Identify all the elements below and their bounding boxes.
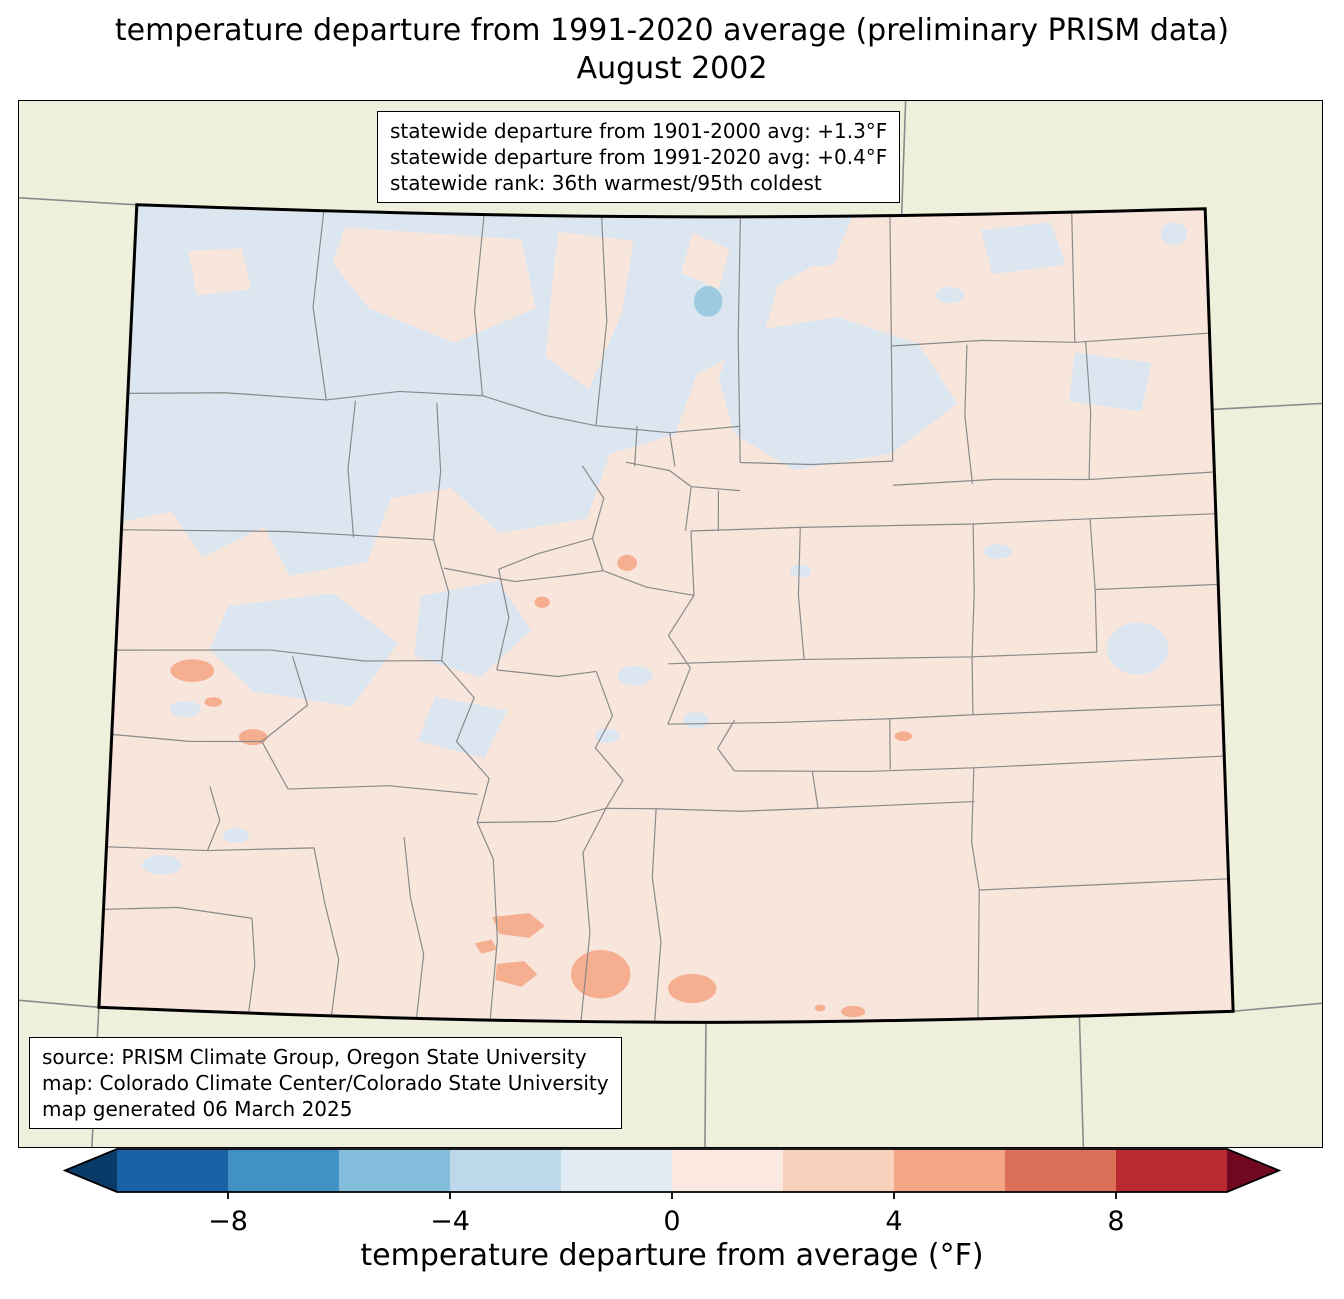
colorbar-tick-label: −8 <box>208 1206 248 1237</box>
colorbar: −8 −4 0 4 8 <box>62 1148 1282 1237</box>
title-line-1: temperature departure from 1991-2020 ave… <box>114 13 1230 48</box>
source-line-3: map generated 06 March 2025 <box>42 1097 353 1121</box>
colorbar-tick-label: 8 <box>1107 1206 1124 1237</box>
title-line-2: August 2002 <box>576 51 768 86</box>
colorbar-segments <box>62 1148 1282 1199</box>
colorado-map <box>19 101 1322 1147</box>
stats-line-1: statewide departure from 1901-2000 avg: … <box>390 119 888 143</box>
colorbar-axis-label: temperature departure from average (°F) <box>360 1238 984 1273</box>
colorbar-tick-label: 0 <box>663 1206 680 1237</box>
colorbar-tick-label: −4 <box>430 1206 470 1237</box>
figure-title: temperature departure from 1991-2020 ave… <box>0 12 1344 88</box>
stats-line-2: statewide departure from 1991-2020 avg: … <box>390 145 888 169</box>
stats-box: statewide departure from 1901-2000 avg: … <box>377 111 901 203</box>
source-line-1: source: PRISM Climate Group, Oregon Stat… <box>42 1045 587 1069</box>
map-panel: statewide departure from 1901-2000 avg: … <box>18 100 1323 1148</box>
source-line-2: map: Colorado Climate Center/Colorado St… <box>42 1071 609 1095</box>
source-box: source: PRISM Climate Group, Oregon Stat… <box>29 1037 622 1129</box>
colorbar-tick-label: 4 <box>885 1206 902 1237</box>
stats-line-3: statewide rank: 36th warmest/95th coldes… <box>390 171 822 195</box>
